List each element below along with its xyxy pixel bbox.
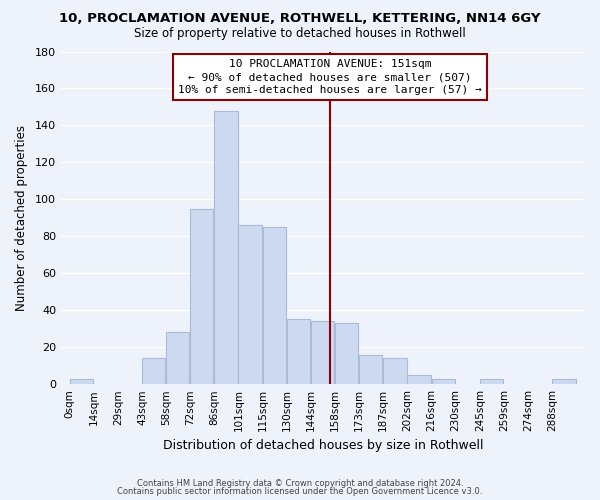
Bar [70,378,93,384]
Bar [142,358,165,384]
Bar [431,378,455,384]
Text: 10, PROCLAMATION AVENUE, ROTHWELL, KETTERING, NN14 6GY: 10, PROCLAMATION AVENUE, ROTHWELL, KETTE… [59,12,541,26]
Bar [311,322,334,384]
Text: Contains HM Land Registry data © Crown copyright and database right 2024.: Contains HM Land Registry data © Crown c… [137,478,463,488]
Bar [238,225,262,384]
Bar [214,110,238,384]
Bar [166,332,190,384]
Text: Contains public sector information licensed under the Open Government Licence v3: Contains public sector information licen… [118,487,482,496]
Bar [359,354,382,384]
Bar [287,320,310,384]
Bar [335,323,358,384]
Text: 10 PROCLAMATION AVENUE: 151sqm
← 90% of detached houses are smaller (507)
10% of: 10 PROCLAMATION AVENUE: 151sqm ← 90% of … [178,59,482,96]
Text: Size of property relative to detached houses in Rothwell: Size of property relative to detached ho… [134,28,466,40]
Bar [383,358,407,384]
Bar [263,227,286,384]
Bar [190,208,214,384]
Y-axis label: Number of detached properties: Number of detached properties [15,125,28,311]
Bar [407,375,431,384]
X-axis label: Distribution of detached houses by size in Rothwell: Distribution of detached houses by size … [163,440,483,452]
Bar [480,378,503,384]
Bar [552,378,575,384]
